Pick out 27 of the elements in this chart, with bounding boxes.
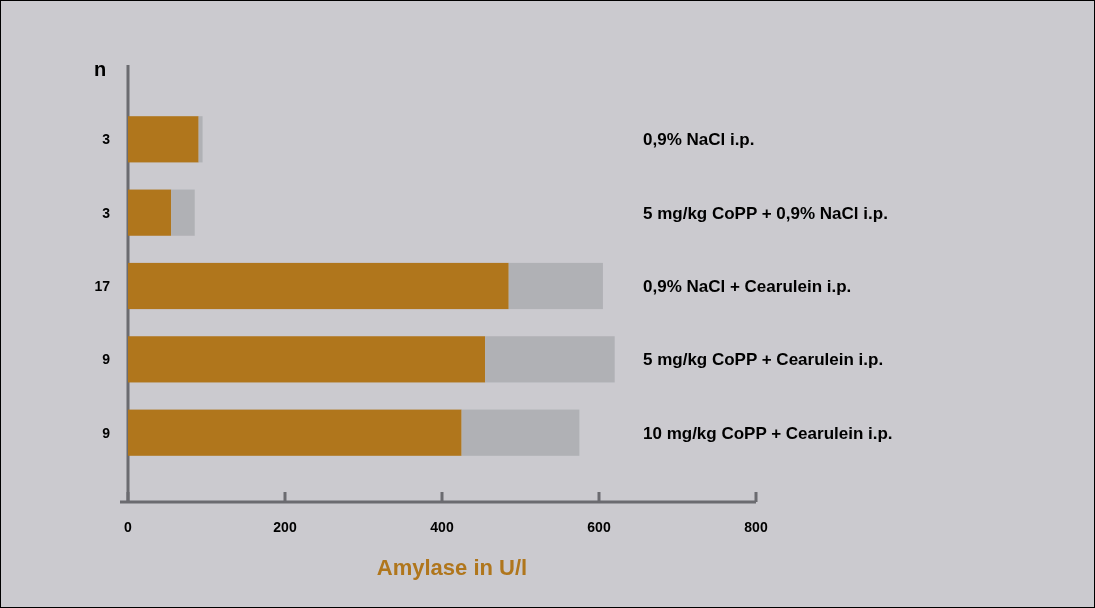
- bar: [461, 409, 580, 456]
- bar: [485, 336, 615, 383]
- y-tick-label: 9: [102, 424, 111, 441]
- x-tick-label: 400: [430, 519, 454, 535]
- x-tick-label: 800: [744, 519, 768, 535]
- bar: [128, 409, 462, 456]
- annotation: 0,9% NaCl i.p.: [643, 130, 755, 150]
- x-axis-title: Amylase in U/l: [376, 555, 528, 580]
- x-tick-label: 0: [124, 519, 133, 535]
- y-tick-label: 9: [102, 351, 111, 368]
- bar: [128, 336, 486, 383]
- annotation: 10 mg/kg CoPP + Cearulein i.p.: [643, 423, 893, 443]
- bar: [128, 116, 199, 163]
- bar: [128, 189, 172, 236]
- annotation: 5 mg/kg CoPP + Cearulein i.p.: [643, 350, 884, 370]
- y-axis-title: n: [93, 58, 107, 80]
- bar: [128, 262, 509, 310]
- annotation: 5 mg/kg CoPP + 0,9% NaCl i.p.: [643, 203, 888, 223]
- x-tick-label: 200: [273, 519, 297, 535]
- x-tick-label: 600: [587, 519, 611, 535]
- bar: [508, 262, 603, 310]
- y-tick-label: 3: [102, 131, 111, 148]
- y-tick-label: 17: [94, 278, 111, 294]
- y-tick-label: 3: [102, 204, 111, 221]
- bar: [171, 189, 195, 236]
- bar: [198, 116, 203, 163]
- annotation: 0,9% NaCl + Cearulein i.p.: [643, 277, 852, 296]
